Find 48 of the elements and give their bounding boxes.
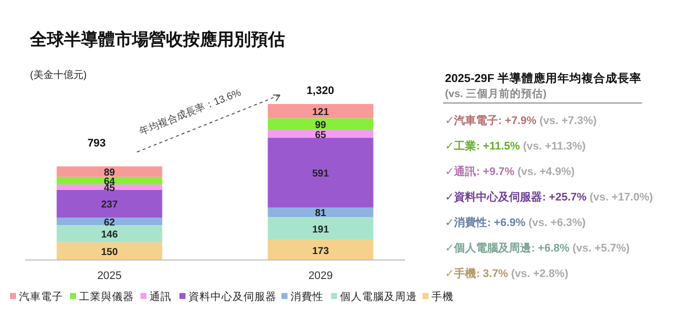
data-label: 62 [104,217,116,228]
legend-label: 消費性 [290,290,324,303]
total-label: 1,320 [306,85,334,97]
annotation: 年均複合成長率：13.6% [138,86,243,138]
bar [56,176,162,184]
data-label: 191 [312,224,330,236]
bar [56,190,162,218]
data-label: 173 [312,246,330,257]
bar [56,218,162,226]
bar [56,225,162,242]
data-label: 81 [314,208,327,220]
text: ✓汽車電子: +7.9% (vs. +7.3%) [445,114,598,127]
legend-label: 工業與儀器 [79,290,134,303]
bar [268,207,374,218]
text: ✓個人電腦及周邊: +6.8% (vs. +5.7%) [445,242,630,254]
bar [56,242,162,260]
text: ✓通訊: +9.7% (vs. +4.9%) [445,165,576,178]
bar [268,217,374,240]
text: ✓手機: 3.7% (vs. +2.8%) [445,267,569,280]
bar [268,138,374,208]
text: ✓工業: +11.5% (vs. +11.3%) [445,140,586,152]
data-label: 89 [104,168,116,179]
bar [268,118,374,130]
chart-title: 全球半導體市場營收按應用別預估 [29,30,285,49]
total-label: 793 [87,137,106,150]
text: (美金十億元) [30,69,87,81]
data-label: 65 [314,130,327,141]
legend-label: 汽車電子 [19,290,63,303]
data-label: 591 [312,168,330,180]
x-tick-label: 2025 [97,270,122,282]
text: ✓資料中心及伺服器: +25.7% (vs. +17.0%) [445,190,654,204]
text: ✓消費性: +6.9% (vs. +6.3%) [445,216,586,229]
data-label: 99 [314,120,327,132]
bar [268,104,374,118]
x-tick-label: 2029 [308,270,333,282]
text: 2025-29F 半導體應用年均複合成長率 [445,71,642,85]
bar [268,130,374,138]
data-label: 237 [101,200,118,211]
data-label: 121 [312,107,330,118]
data-label: 146 [101,230,118,241]
data-label: 150 [101,247,118,258]
legend-label: 通訊 [150,290,172,303]
bar [268,240,374,260]
legend-label: 個人電腦及周邊 [340,291,417,303]
text: (vs. 三個月前的預估) [445,87,547,100]
legend-label: 手機 [432,290,454,303]
legend-label: 資料中心及伺服器 [188,290,276,303]
bar [56,166,162,177]
